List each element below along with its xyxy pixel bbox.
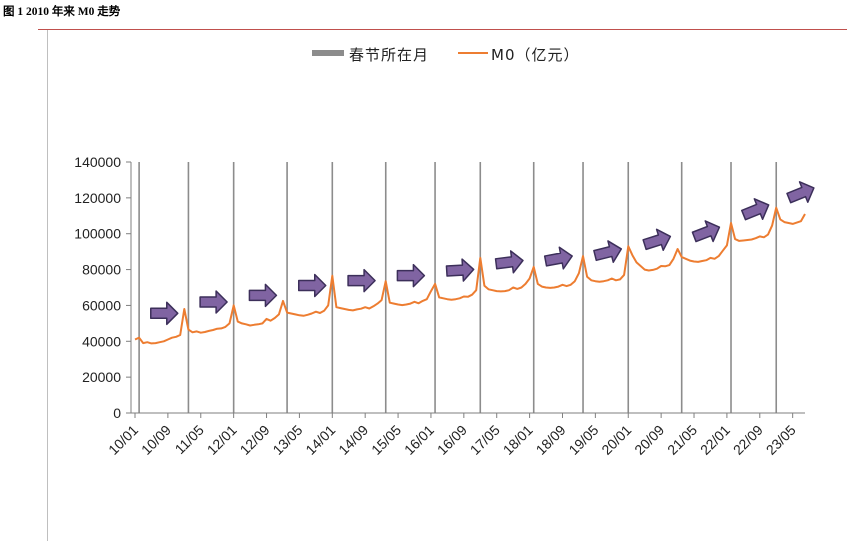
right-arrow-icon xyxy=(396,263,426,288)
arrow-shape xyxy=(396,263,426,288)
arrow-shape xyxy=(740,198,770,221)
y-axis: 0 20000 40000 60000 80000 100000 120000 140000 xyxy=(74,154,132,421)
figure-title: 图 1 2010 年来 M0 走势 xyxy=(3,6,121,18)
right-arrow-icon xyxy=(691,220,721,243)
x-tick-label: 12/01 xyxy=(204,422,240,458)
festival-bar xyxy=(532,162,535,413)
x-tick-label: 11/05 xyxy=(172,422,208,458)
right-arrow-icon xyxy=(543,246,573,270)
right-arrow-icon xyxy=(593,240,623,264)
festival-bar xyxy=(331,162,334,413)
x-axis: 10/0110/0911/0512/0112/0913/0514/0114/09… xyxy=(105,412,805,458)
x-tick-label: 13/05 xyxy=(269,422,305,458)
arrow-shape xyxy=(297,273,327,298)
y-tick-label: 20000 xyxy=(82,369,121,385)
right-arrow-icon xyxy=(740,198,770,221)
festival-bar xyxy=(582,162,584,413)
x-tick-label: 23/05 xyxy=(763,422,799,458)
arrow-shape xyxy=(248,283,278,308)
right-arrow-icon xyxy=(248,283,278,308)
x-tick-label: 18/09 xyxy=(533,422,569,458)
y-tick-label: 140000 xyxy=(74,154,121,170)
festival-bar xyxy=(775,162,778,413)
festival-bar xyxy=(187,162,190,413)
x-tick-label: 19/05 xyxy=(565,422,601,458)
festival-bar xyxy=(627,162,630,413)
festival-bar xyxy=(286,162,288,413)
x-tick-label: 21/05 xyxy=(664,422,700,458)
x-tick-label: 14/01 xyxy=(302,422,338,458)
legend-label-festival: 春节所在月 xyxy=(349,46,429,64)
right-arrow-icon xyxy=(150,301,179,326)
series-line-m0 xyxy=(134,206,806,345)
right-arrow-icon xyxy=(445,258,475,282)
x-tick-label: 22/09 xyxy=(730,422,766,458)
festival-bar xyxy=(384,162,387,413)
right-arrow-icon xyxy=(347,268,376,293)
x-tick-label: 16/09 xyxy=(434,422,470,458)
right-arrow-icon xyxy=(642,228,672,252)
x-tick-label: 20/01 xyxy=(598,422,634,458)
trend-arrows xyxy=(150,181,815,326)
x-tick-label: 12/09 xyxy=(237,422,273,458)
y-tick-label: 0 xyxy=(113,405,121,421)
arrow-shape xyxy=(642,228,672,252)
x-tick-label: 14/09 xyxy=(335,422,371,458)
arrow-shape xyxy=(347,268,376,293)
arrow-shape xyxy=(786,181,815,204)
festival-bar xyxy=(479,162,482,413)
left-divider xyxy=(47,30,48,541)
x-tick-label: 22/01 xyxy=(697,422,733,458)
y-tick-label: 80000 xyxy=(82,262,121,278)
right-arrow-icon xyxy=(297,273,327,298)
festival-bar xyxy=(730,162,732,413)
x-tick-label: 10/01 xyxy=(105,422,141,458)
title-divider xyxy=(38,29,847,30)
festival-bar xyxy=(680,162,683,413)
festival-bar xyxy=(138,162,140,413)
x-tick-label: 17/05 xyxy=(467,422,503,458)
series-m0 xyxy=(134,206,806,345)
x-tick-label: 16/01 xyxy=(401,422,437,458)
festival-bar xyxy=(434,162,436,413)
y-tick-label: 60000 xyxy=(82,297,121,313)
x-tick-label: 15/05 xyxy=(368,422,404,458)
arrow-shape xyxy=(691,220,721,243)
legend-label-m0: M0（亿元） xyxy=(491,46,580,64)
arrow-shape xyxy=(445,258,475,282)
festival-bar xyxy=(232,162,235,413)
right-arrow-icon xyxy=(786,181,815,204)
festival-bars xyxy=(138,162,778,413)
arrow-shape xyxy=(543,246,573,270)
y-tick-label: 120000 xyxy=(74,190,121,206)
y-tick-label: 40000 xyxy=(82,333,121,349)
y-tick-label: 100000 xyxy=(74,226,121,242)
x-tick-label: 20/09 xyxy=(631,422,667,458)
legend: 春节所在月 M0（亿元） xyxy=(312,46,580,64)
arrow-shape xyxy=(494,250,524,274)
legend-bar-swatch-icon xyxy=(312,50,344,56)
x-tick-label: 10/09 xyxy=(138,422,174,458)
right-arrow-icon xyxy=(494,250,524,274)
arrow-shape xyxy=(593,240,623,264)
right-arrow-icon xyxy=(199,290,228,314)
x-tick-label: 18/01 xyxy=(500,422,536,458)
arrow-shape xyxy=(199,290,228,314)
arrow-shape xyxy=(150,301,179,326)
